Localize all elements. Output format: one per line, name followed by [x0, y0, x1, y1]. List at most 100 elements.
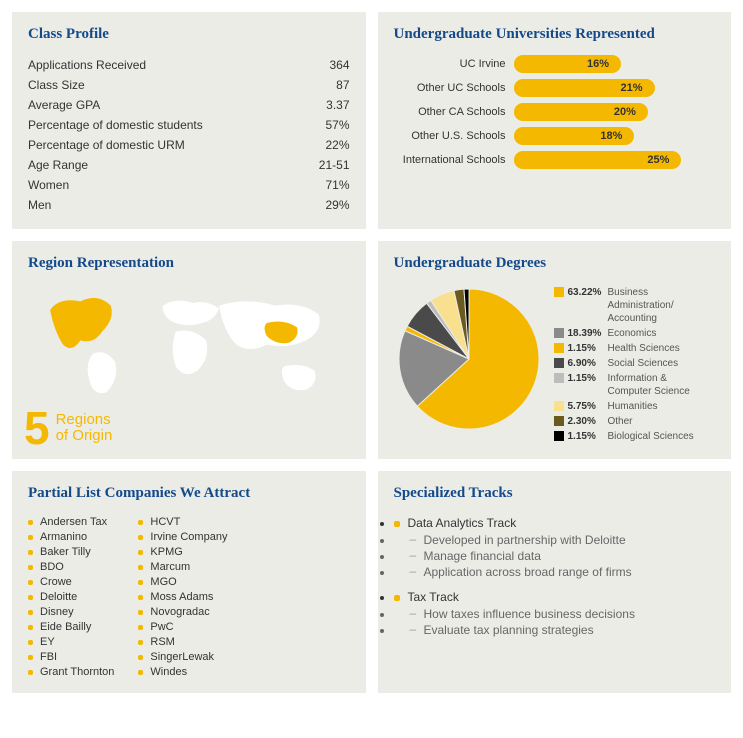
kv-label: Class Size — [28, 78, 85, 92]
world-map — [28, 284, 350, 414]
legend-label: Economics — [608, 327, 657, 340]
legend-pct: 1.15% — [568, 342, 608, 355]
track-sub-item: Evaluate tax planning strategies — [394, 622, 716, 638]
class-profile-title: Class Profile — [28, 26, 350, 43]
company-item: Deloitte — [28, 589, 114, 604]
company-item: Andersen Tax — [28, 514, 114, 529]
legend-swatch — [554, 431, 564, 441]
legend-pct: 6.90% — [568, 357, 608, 370]
company-item: Marcum — [138, 559, 227, 574]
company-item: Grant Thornton — [28, 664, 114, 679]
region-panel: Region Representation 5 — [12, 241, 366, 459]
bar-label: UC Irvine — [394, 58, 514, 70]
region-big-number: 5 — [24, 408, 50, 449]
legend-row: 1.15%Biological Sciences — [554, 430, 708, 443]
legend-swatch — [554, 328, 564, 338]
kv-value: 364 — [329, 58, 349, 72]
bar-value: 20% — [614, 106, 707, 118]
class-profile-row: Percentage of domestic students 57% — [28, 115, 350, 135]
kv-label: Percentage of domestic students — [28, 118, 203, 132]
bar-track: 18% — [514, 127, 716, 145]
degrees-title: Undergraduate Degrees — [394, 255, 716, 272]
track-item: Tax Track — [394, 588, 716, 606]
region-title: Region Representation — [28, 255, 350, 272]
company-item: Crowe — [28, 574, 114, 589]
kv-label: Women — [28, 178, 69, 192]
region-caption-text: Regions of Origin — [56, 412, 113, 445]
bar-value: 25% — [647, 154, 707, 166]
universities-title: Undergraduate Universities Represented — [394, 26, 716, 43]
bar-label: Other UC Schools — [394, 82, 514, 94]
bar-value: 16% — [587, 58, 707, 70]
bar-track: 20% — [514, 103, 716, 121]
track-sub-item: Manage financial data — [394, 548, 716, 564]
legend-swatch — [554, 358, 564, 368]
bar-value: 18% — [600, 130, 707, 142]
company-item: Eide Bailly — [28, 619, 114, 634]
legend-row: 1.15%Information & Computer Science — [554, 372, 708, 398]
bar-row: Other CA Schools 20% — [394, 103, 716, 121]
class-profile-row: Percentage of domestic URM22% — [28, 135, 350, 155]
legend-swatch — [554, 416, 564, 426]
legend-label: Other — [608, 415, 633, 428]
company-item: Disney — [28, 604, 114, 619]
kv-value: 57% — [325, 118, 349, 132]
class-profile-row: Age Range21-51 — [28, 155, 350, 175]
company-item: PwC — [138, 619, 227, 634]
kv-label: Applications Received — [28, 58, 146, 72]
class-profile-row: Applications Received 364 — [28, 55, 350, 75]
tracks-list: Data Analytics TrackDeveloped in partner… — [394, 514, 716, 638]
class-profile-rows: Applications Received 364 Class Size 87 Aver… — [28, 55, 350, 215]
legend-swatch — [554, 401, 564, 411]
kv-label: Men — [28, 198, 51, 212]
company-item: EY — [28, 634, 114, 649]
company-item: MGO — [138, 574, 227, 589]
bar-label: Other CA Schools — [394, 106, 514, 118]
class-profile-panel: Class Profile Applications Received 364 Cl… — [12, 12, 366, 229]
legend-pct: 63.22% — [568, 286, 608, 299]
company-item: KPMG — [138, 544, 227, 559]
legend-row: 63.22%Business Administration/ Accountin… — [554, 286, 708, 325]
companies-col1: Andersen TaxArmaninoBaker TillyBDOCroweD… — [28, 514, 114, 679]
bar-value: 21% — [621, 82, 707, 94]
degrees-panel: Undergraduate Degrees 63.22%Business Adm… — [378, 241, 732, 459]
legend-label: Information & Computer Science — [608, 372, 708, 398]
legend-swatch — [554, 343, 564, 353]
company-item: HCVT — [138, 514, 227, 529]
kv-label: Age Range — [28, 158, 88, 172]
companies-title: Partial List Companies We Attract — [28, 485, 350, 502]
tracks-panel: Specialized Tracks Data Analytics TrackD… — [378, 471, 732, 693]
class-profile-row: Average GPA3.37 — [28, 95, 350, 115]
bar-label: International Schools — [394, 154, 514, 166]
kv-value: 22% — [325, 138, 349, 152]
legend-swatch — [554, 373, 564, 383]
bar-row: International Schools 25% — [394, 151, 716, 169]
bar-track: 16% — [514, 55, 716, 73]
kv-value: 87 — [336, 78, 349, 92]
company-item: Windes — [138, 664, 227, 679]
universities-bars: UC Irvine 16% Other UC Schools 21% Other CA … — [394, 55, 716, 169]
degrees-pie-chart — [394, 284, 544, 434]
companies-panel: Partial List Companies We Attract Anders… — [12, 471, 366, 693]
company-item: Novogradac — [138, 604, 227, 619]
legend-pct: 2.30% — [568, 415, 608, 428]
company-item: FBI — [28, 649, 114, 664]
class-profile-row: Men 29% — [28, 195, 350, 215]
tracks-title: Specialized Tracks — [394, 485, 716, 502]
legend-row: 5.75%Humanities — [554, 400, 708, 413]
region-caption: 5 Regions of Origin — [24, 408, 112, 449]
legend-row: 6.90%Social Sciences — [554, 357, 708, 370]
company-item: Baker Tilly — [28, 544, 114, 559]
bar-row: Other U.S. Schools18% — [394, 127, 716, 145]
company-item: SingerLewak — [138, 649, 227, 664]
track-sub-item: How taxes influence business decisions — [394, 606, 716, 622]
bar-row: Other UC Schools 21% — [394, 79, 716, 97]
legend-swatch — [554, 287, 564, 297]
kv-value: 71% — [325, 178, 349, 192]
class-profile-row: Class Size 87 — [28, 75, 350, 95]
kv-value: 29% — [325, 198, 349, 212]
companies-col2: HCVTIrvine CompanyKPMGMarcumMGOMoss Adam… — [138, 514, 227, 679]
bar-track: 21% — [514, 79, 716, 97]
legend-label: Business Administration/ Accounting — [608, 286, 708, 325]
kv-value: 3.37 — [326, 98, 349, 112]
